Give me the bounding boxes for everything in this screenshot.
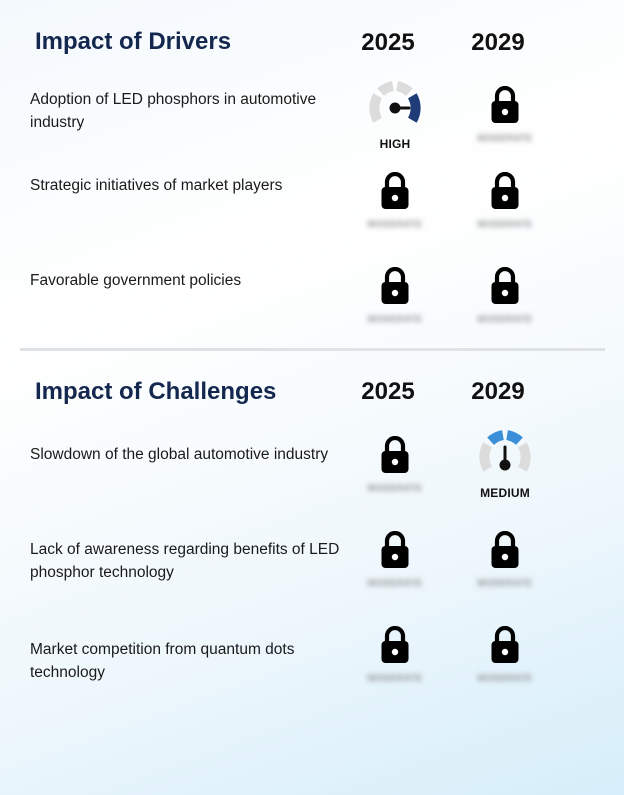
driver-row-label: Strategic initiatives of market players — [30, 177, 283, 194]
locked-value: MODERATE — [367, 578, 423, 588]
section-divider — [20, 348, 605, 351]
challenge-row-2-2025-cell: MODERATE — [340, 531, 450, 607]
locked-value: MODERATE — [477, 219, 533, 229]
locked-value: MODERATE — [367, 673, 423, 683]
lock-icon — [490, 626, 520, 664]
challenge-row-label: Slowdown of the global automotive indust… — [30, 446, 329, 463]
driver-row-3-2029-cell: MODERATE — [450, 267, 560, 343]
locked-value: MODERATE — [477, 133, 533, 143]
gauge-high-icon — [365, 80, 425, 134]
driver-row-2-2025-cell: MODERATE — [340, 172, 450, 248]
challenge-row-1-2025-cell: MODERATE — [340, 436, 450, 512]
lock-icon — [380, 626, 410, 664]
drivers-year-2025: 2025 — [361, 29, 415, 56]
challenge-row-label: Market competition from quantum dots tec… — [30, 641, 295, 681]
locked-value: MODERATE — [367, 219, 423, 229]
driver-row-label: Favorable government policies — [30, 272, 242, 289]
lock-icon — [380, 531, 410, 569]
challenge-row-3-2029-cell: MODERATE — [450, 626, 560, 702]
lock-icon — [380, 436, 410, 474]
locked-value: MODERATE — [367, 314, 423, 324]
drivers-title: Impact of Drivers — [35, 28, 232, 55]
driver-row-1-2025-cell: HIGH — [340, 80, 450, 156]
challenge-row-1-2029-cell: MEDIUM — [450, 429, 560, 505]
lock-icon — [490, 267, 520, 305]
lock-icon — [490, 172, 520, 210]
locked-value: MODERATE — [477, 578, 533, 588]
challenges-year-2029: 2029 — [471, 378, 525, 405]
challenge-row-2-2029-cell: MODERATE — [450, 531, 560, 607]
challenges-title: Impact of Challenges — [35, 378, 277, 405]
locked-value: MODERATE — [477, 314, 533, 324]
locked-value: MODERATE — [477, 673, 533, 683]
locked-value: MODERATE — [367, 483, 423, 493]
driver-row-3-2025-cell: MODERATE — [340, 267, 450, 343]
lock-icon — [490, 531, 520, 569]
gauge-level-label: MEDIUM — [480, 486, 530, 500]
lock-icon — [490, 86, 520, 124]
challenge-row-label: Lack of awareness regarding benefits of … — [30, 541, 340, 581]
challenge-row-3-2025-cell: MODERATE — [340, 626, 450, 702]
driver-row-label: Adoption of LED phosphors in automotive … — [30, 91, 317, 131]
driver-row-2-2029-cell: MODERATE — [450, 172, 560, 248]
lock-icon — [380, 172, 410, 210]
gauge-level-label: HIGH — [379, 137, 411, 151]
lock-icon — [380, 267, 410, 305]
drivers-year-2029: 2029 — [471, 29, 525, 56]
gauge-medium-icon — [475, 429, 535, 483]
driver-row-1-2029-cell: MODERATE — [450, 86, 560, 162]
challenges-year-2025: 2025 — [361, 378, 415, 405]
